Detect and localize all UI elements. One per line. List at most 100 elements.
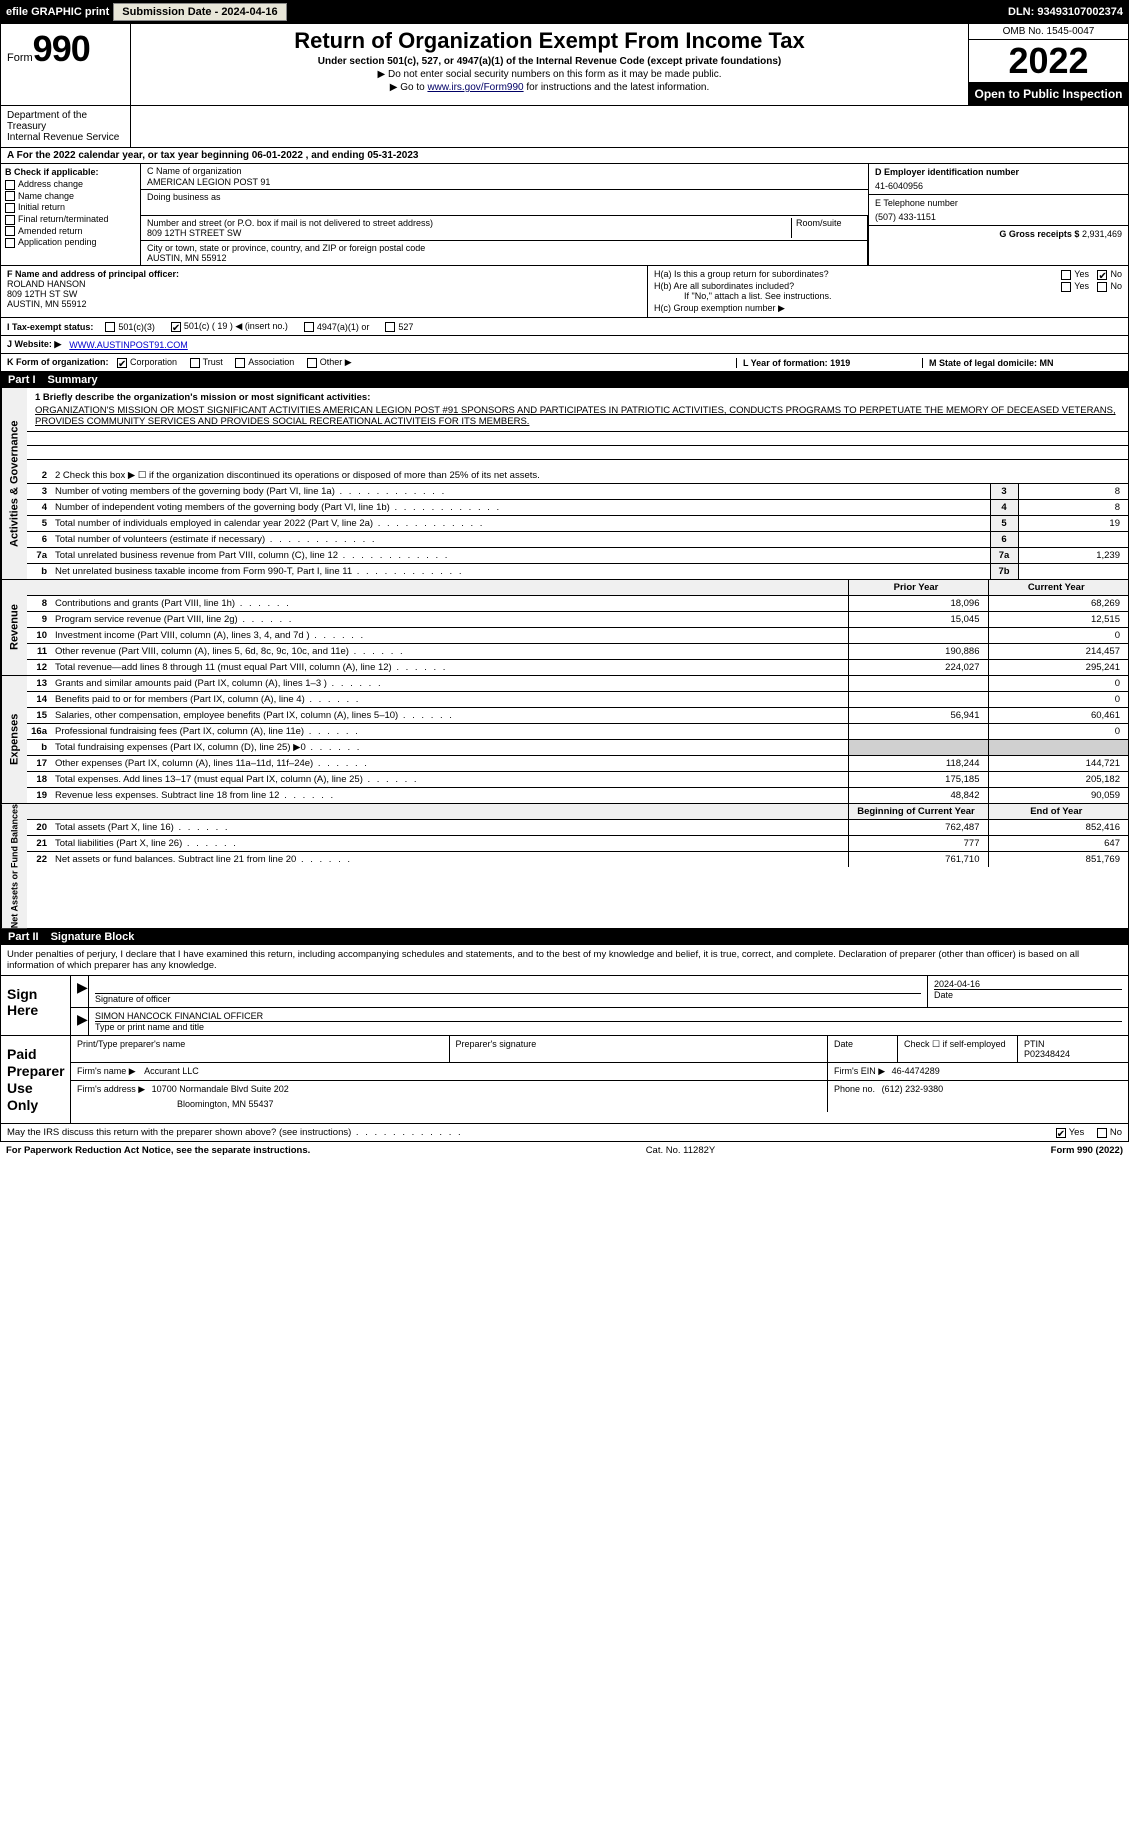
chk-501c3[interactable]	[105, 322, 115, 332]
discuss-yes[interactable]	[1056, 1128, 1066, 1138]
discuss-yesno: Yes No	[1056, 1127, 1122, 1138]
prep-name-label: Print/Type preparer's name	[71, 1036, 450, 1062]
table-row: bNet unrelated business taxable income f…	[27, 564, 1128, 580]
website-link[interactable]: WWW.AUSTINPOST91.COM	[69, 340, 188, 350]
row-k: K Form of organization: Corporation Trus…	[7, 357, 730, 368]
chk-501c[interactable]	[171, 322, 181, 332]
col-d-e-g: D Employer identification number 41-6040…	[868, 164, 1128, 265]
ha-label: H(a) Is this a group return for subordin…	[654, 269, 829, 279]
line1-label: 1 Briefly describe the organization's mi…	[35, 392, 370, 403]
vtab-rev: Revenue	[1, 580, 27, 675]
chk-4947[interactable]	[304, 322, 314, 332]
section-activities-governance: Activities & Governance 1 Briefly descri…	[0, 388, 1129, 580]
efile-label: efile GRAPHIC print	[6, 6, 109, 18]
opt-application: Application pending	[18, 237, 97, 247]
opt-amended: Amended return	[18, 226, 83, 236]
form-footer: Form 990 (2022)	[1051, 1145, 1123, 1156]
table-row: 20Total assets (Part X, line 16)762,4878…	[27, 820, 1128, 836]
chk-name-change[interactable]: Name change	[5, 191, 136, 202]
lbl-4947: 4947(a)(1) or	[317, 322, 370, 332]
note2-post: for instructions and the latest informat…	[524, 82, 710, 93]
firm-ein: 46-4474289	[892, 1066, 940, 1076]
phone-value: (507) 433-1151	[875, 212, 1122, 222]
k-label: K Form of organization:	[7, 357, 109, 367]
firm-phone-label: Phone no.	[834, 1084, 875, 1094]
firm-phone: (612) 232-9380	[882, 1084, 944, 1094]
summary-line1: 1 Briefly describe the organization's mi…	[27, 388, 1128, 432]
street-value: 809 12TH STREET SW	[147, 228, 791, 238]
table-row: 4Number of independent voting members of…	[27, 500, 1128, 516]
table-row: 21Total liabilities (Part X, line 26)777…	[27, 836, 1128, 852]
vtab-ag: Activities & Governance	[1, 388, 27, 579]
row-m: M State of legal domicile: MN	[922, 358, 1122, 368]
box-b: B Check if applicable: Address change Na…	[1, 164, 141, 265]
dept-center-spacer	[131, 106, 1128, 147]
hb-no[interactable]	[1097, 282, 1107, 292]
blank-line-1	[27, 432, 1128, 446]
hb-yes[interactable]	[1061, 282, 1071, 292]
arrow-icon: ▶	[77, 979, 88, 995]
part-i-num: Part I	[8, 374, 36, 386]
form-prefix: Form	[7, 52, 33, 64]
dln-label: DLN: 93493107002374	[1008, 6, 1123, 18]
table-row: 11Other revenue (Part VIII, column (A), …	[27, 644, 1128, 660]
chk-other[interactable]	[307, 358, 317, 368]
gross-value: 2,931,469	[1082, 229, 1122, 239]
self-employed: Check ☐ if self-employed	[898, 1036, 1018, 1062]
discuss-row: May the IRS discuss this return with the…	[0, 1124, 1129, 1142]
expenses-table: 13Grants and similar amounts paid (Part …	[27, 676, 1128, 803]
discuss-no[interactable]	[1097, 1128, 1107, 1138]
ha-no[interactable]	[1097, 270, 1107, 280]
vtab-exp: Expenses	[1, 676, 27, 803]
blank-line-2	[27, 446, 1128, 460]
table-row: 8Contributions and grants (Part VIII, li…	[27, 596, 1128, 612]
row-f-h: F Name and address of principal officer:…	[0, 266, 1129, 318]
irs-link[interactable]: www.irs.gov/Form990	[427, 82, 523, 93]
cat-no: Cat. No. 11282Y	[310, 1145, 1050, 1156]
submission-date-button[interactable]: Submission Date - 2024-04-16	[113, 3, 286, 21]
row-a-tax-year: A For the 2022 calendar year, or tax yea…	[0, 148, 1129, 164]
table-row: 16aProfessional fundraising fees (Part I…	[27, 724, 1128, 740]
chk-trust[interactable]	[190, 358, 200, 368]
dept-row: Department of the Treasury Internal Reve…	[0, 106, 1129, 148]
chk-amended[interactable]: Amended return	[5, 226, 136, 237]
revenue-table: Prior YearCurrent Year 8Contributions an…	[27, 580, 1128, 675]
table-row: 13Grants and similar amounts paid (Part …	[27, 676, 1128, 692]
row-l: L Year of formation: 1919	[736, 358, 916, 368]
hc-label: H(c) Group exemption number ▶	[654, 303, 1122, 314]
firm-addr2: Bloomington, MN 55437	[177, 1099, 821, 1109]
table-row: 12Total revenue—add lines 8 through 11 (…	[27, 660, 1128, 676]
na-hdr-l: Beginning of Current Year	[848, 804, 988, 820]
paid-preparer-block: Paid Preparer Use Only Print/Type prepar…	[0, 1036, 1129, 1124]
paid-preparer-label: Paid Preparer Use Only	[1, 1036, 71, 1123]
section-expenses: Expenses 13Grants and similar amounts pa…	[0, 676, 1129, 804]
form-number: 990	[33, 28, 90, 69]
row-i: I Tax-exempt status: 501(c)(3) 501(c) ( …	[0, 318, 1129, 336]
discuss-label: May the IRS discuss this return with the…	[7, 1127, 463, 1138]
part-i-title: Summary	[48, 374, 98, 386]
form-title: Return of Organization Exempt From Incom…	[139, 28, 960, 54]
chk-assoc[interactable]	[235, 358, 245, 368]
part-ii-title: Signature Block	[51, 931, 135, 943]
table-row: 19Revenue less expenses. Subtract line 1…	[27, 788, 1128, 804]
ha-yesno: Yes No	[1055, 269, 1122, 280]
opt-initial: Initial return	[18, 202, 65, 212]
chk-address-change[interactable]: Address change	[5, 179, 136, 190]
chk-final-return[interactable]: Final return/terminated	[5, 214, 136, 225]
chk-corp[interactable]	[117, 358, 127, 368]
chk-527[interactable]	[385, 322, 395, 332]
phone-label: E Telephone number	[875, 198, 1122, 208]
form-note2: ▶ Go to www.irs.gov/Form990 for instruct…	[139, 82, 960, 93]
na-hdr-r: End of Year	[988, 804, 1128, 820]
ha-yes[interactable]	[1061, 270, 1071, 280]
section-net-assets: Net Assets or Fund Balances Beginning of…	[0, 804, 1129, 929]
f-addr1: 809 12TH ST SW	[7, 289, 641, 299]
ptin-label: PTIN	[1024, 1039, 1122, 1049]
firm-addr1: 10700 Normandale Blvd Suite 202	[152, 1084, 289, 1094]
lbl-trust: Trust	[203, 357, 223, 367]
main-info-block: B Check if applicable: Address change Na…	[0, 164, 1129, 266]
box-c: C Name of organization AMERICAN LEGION P…	[141, 164, 868, 265]
chk-initial-return[interactable]: Initial return	[5, 202, 136, 213]
chk-application[interactable]: Application pending	[5, 237, 136, 248]
mission-text: ORGANIZATION'S MISSION OR MOST SIGNIFICA…	[35, 405, 1120, 427]
